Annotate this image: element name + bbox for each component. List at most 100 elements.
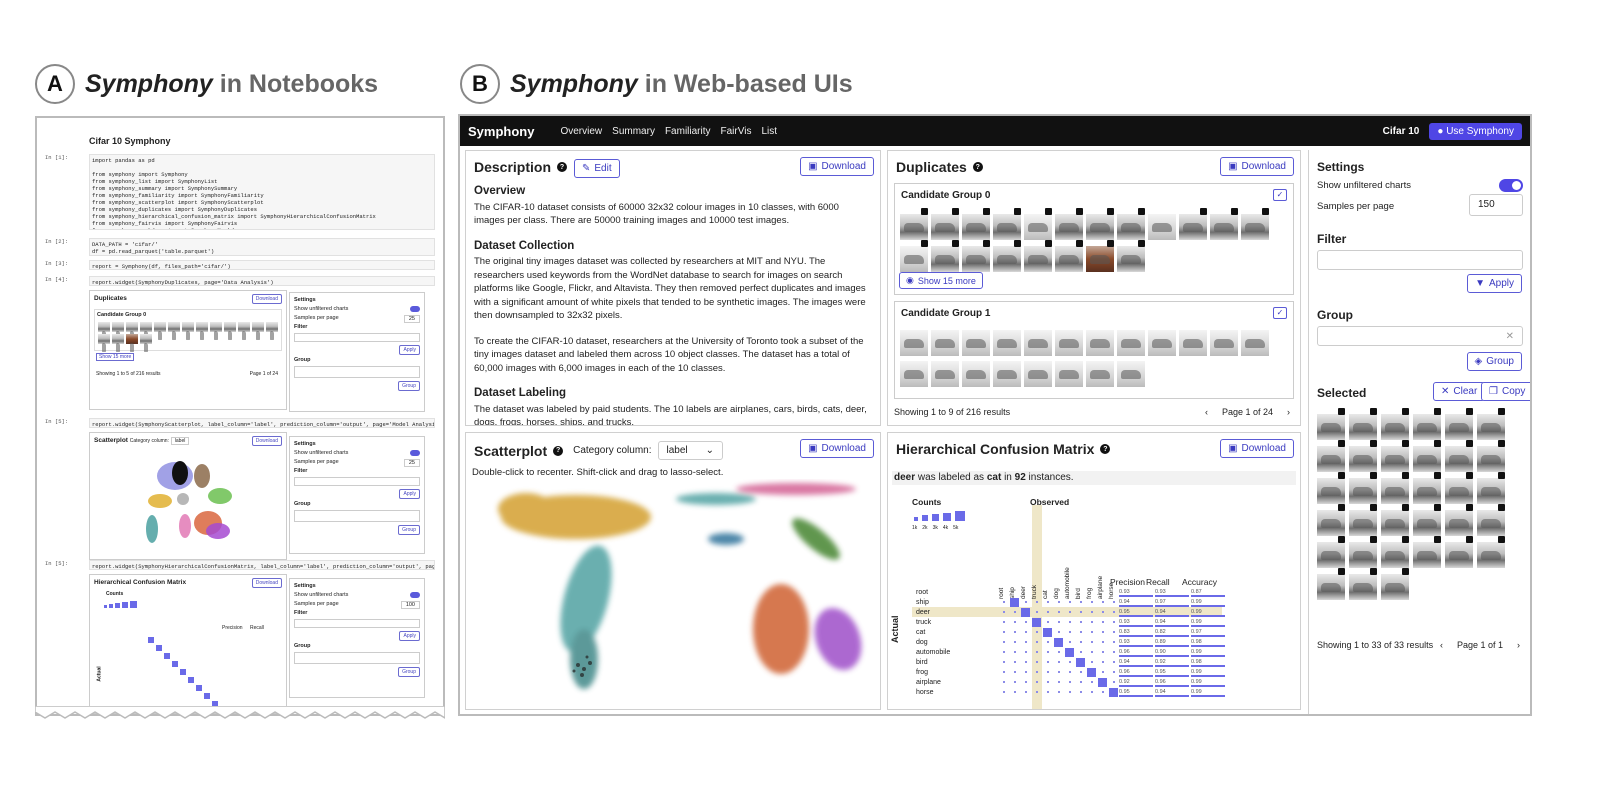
matrix-row[interactable]: ship 0.94 0.97 0.99: [912, 597, 1227, 607]
matrix-cell[interactable]: [1020, 677, 1031, 687]
matrix-cell[interactable]: [1064, 687, 1075, 697]
matrix-cell[interactable]: [1031, 617, 1042, 627]
matrix-cell[interactable]: [1009, 617, 1020, 627]
matrix-cell[interactable]: [998, 597, 1009, 607]
matrix-cell[interactable]: [1031, 607, 1042, 617]
matrix-cell[interactable]: [1108, 657, 1119, 667]
download-button[interactable]: ▣ Download: [1220, 439, 1294, 458]
notebook-cell[interactable]: In [5]: report.widget(SymphonyHierarchic…: [45, 560, 435, 570]
thumbnail[interactable]: [931, 208, 959, 240]
matrix-cell[interactable]: [1064, 667, 1075, 677]
matrix-cell[interactable]: [1053, 607, 1064, 617]
matrix-cell[interactable]: [1064, 657, 1075, 667]
group-button[interactable]: ◈ Group: [1466, 352, 1522, 371]
thumbnail[interactable]: [1024, 330, 1052, 356]
matrix-cell[interactable]: [998, 647, 1009, 657]
category-select[interactable]: label: [170, 437, 190, 445]
matrix-cell[interactable]: [1075, 627, 1086, 637]
nav-familiarity[interactable]: Familiarity: [664, 125, 711, 137]
thumbnail[interactable]: [1117, 361, 1145, 387]
matrix-cell[interactable]: [1097, 617, 1108, 627]
group-input[interactable]: [294, 510, 420, 522]
thumbnail[interactable]: [238, 322, 250, 340]
cell-code[interactable]: report.widget(SymphonyScatterplot, label…: [89, 418, 435, 428]
thumbnail[interactable]: [1055, 330, 1083, 356]
group-input[interactable]: [294, 366, 420, 378]
thumbnail[interactable]: [1055, 361, 1083, 387]
thumbnail[interactable]: [1317, 504, 1345, 536]
matrix-cell[interactable]: [1009, 687, 1020, 697]
matrix-cell[interactable]: [1009, 607, 1020, 617]
matrix-cell[interactable]: [1108, 667, 1119, 677]
unfiltered-toggle[interactable]: [410, 450, 420, 456]
thumbnail[interactable]: [1349, 536, 1377, 568]
thumbnail[interactable]: [1317, 536, 1345, 568]
download-button[interactable]: ▣ Download: [800, 157, 874, 176]
thumbnail[interactable]: [1086, 240, 1114, 272]
thumbnail[interactable]: [1179, 330, 1207, 356]
samples-input[interactable]: 150: [1469, 194, 1523, 216]
matrix-cell[interactable]: [1108, 647, 1119, 657]
thumbnail[interactable]: [1148, 330, 1176, 356]
thumbnail[interactable]: [993, 240, 1021, 272]
thumbnail[interactable]: [1381, 440, 1409, 472]
matrix-cell[interactable]: [1031, 637, 1042, 647]
thumbnail[interactable]: [1381, 568, 1409, 600]
apply-button[interactable]: Apply: [399, 489, 420, 499]
matrix-cell[interactable]: [998, 677, 1009, 687]
matrix-cell[interactable]: [1020, 617, 1031, 627]
thumbnail[interactable]: [1210, 208, 1238, 240]
cell-code[interactable]: import pandas as pd from symphony import…: [89, 154, 435, 230]
matrix-cell[interactable]: [1086, 657, 1097, 667]
apply-button[interactable]: Apply: [399, 631, 420, 641]
clear-icon[interactable]: ✕: [1505, 331, 1514, 342]
thumbnail[interactable]: [1477, 472, 1505, 504]
matrix-cell[interactable]: [1108, 687, 1119, 697]
matrix-cell[interactable]: [1042, 667, 1053, 677]
matrix-cell[interactable]: [1031, 667, 1042, 677]
next-page-icon[interactable]: ›: [1287, 407, 1290, 417]
matrix-cell[interactable]: [1108, 637, 1119, 647]
matrix-cell[interactable]: [1064, 677, 1075, 687]
matrix-cell[interactable]: [1086, 647, 1097, 657]
group-checkbox[interactable]: ✓: [1273, 189, 1287, 201]
thumbnail[interactable]: [266, 322, 278, 340]
matrix-cell[interactable]: [1097, 627, 1108, 637]
matrix-cell[interactable]: [1086, 627, 1097, 637]
thumbnail[interactable]: [196, 322, 208, 340]
thumbnail[interactable]: [1413, 472, 1441, 504]
matrix-cell[interactable]: [1086, 617, 1097, 627]
matrix-row[interactable]: cat 0.83 0.82 0.97: [912, 627, 1227, 637]
thumbnail[interactable]: [1381, 408, 1409, 440]
matrix-cell[interactable]: [1042, 687, 1053, 697]
matrix-row[interactable]: horse 0.95 0.94 0.99: [912, 687, 1227, 697]
matrix-cell[interactable]: [1042, 627, 1053, 637]
download-button[interactable]: ▣ Download: [800, 439, 874, 458]
thumbnail[interactable]: [1477, 440, 1505, 472]
apply-button[interactable]: Apply: [399, 345, 420, 355]
matrix-row-root[interactable]: root 0.93 0.93 0.87: [912, 587, 1227, 597]
group-button[interactable]: Group: [398, 381, 420, 391]
thumbnail[interactable]: [168, 322, 180, 340]
matrix-cell[interactable]: [1053, 667, 1064, 677]
matrix-cell[interactable]: [1075, 667, 1086, 677]
cell-code[interactable]: report.widget(SymphonyHierarchicalConfus…: [89, 560, 435, 570]
matrix-cell[interactable]: [1009, 677, 1020, 687]
matrix-cell[interactable]: [1075, 597, 1086, 607]
matrix-cell[interactable]: [1053, 677, 1064, 687]
matrix-cell[interactable]: [1031, 627, 1042, 637]
samples-input[interactable]: 25: [403, 315, 420, 323]
thumbnail[interactable]: [962, 240, 990, 272]
brand-logo[interactable]: Symphony: [468, 123, 535, 139]
thumbnail[interactable]: [98, 334, 110, 352]
next-page-icon[interactable]: ›: [1517, 640, 1520, 650]
thumbnail[interactable]: [1317, 568, 1345, 600]
thumbnail[interactable]: [1317, 440, 1345, 472]
matrix-cell[interactable]: [1075, 647, 1086, 657]
thumbnail[interactable]: [1349, 504, 1377, 536]
matrix-cell[interactable]: [1108, 617, 1119, 627]
matrix-cell[interactable]: [1053, 657, 1064, 667]
matrix-cell[interactable]: [1075, 657, 1086, 667]
matrix-cell[interactable]: [1042, 677, 1053, 687]
matrix-cell[interactable]: [1086, 607, 1097, 617]
